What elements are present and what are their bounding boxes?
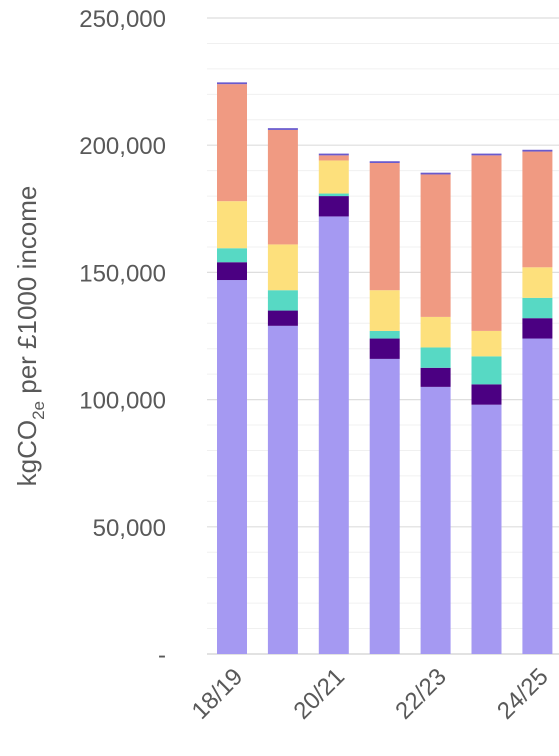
bar-segment [522,338,553,654]
bar-segment [522,149,553,152]
x-tick-label: 20/21 [288,663,350,725]
x-axis-ticks: 18/19 20/21 22/23 24/25 [187,663,554,725]
bar-segment [471,155,502,331]
bar-segment [420,386,451,654]
bar-segment [267,129,298,245]
bar-segment [318,216,349,654]
x-tick-label: 24/25 [492,663,554,725]
bar-segment [318,160,349,194]
bar-segment [369,161,400,164]
bar-segment [217,82,247,85]
bar-segment [217,262,247,281]
bar-segment [471,384,502,405]
bar-segment [217,84,247,202]
y-tick-label: 250,000 [79,6,166,33]
bars [217,82,553,654]
y-axis-ticks: - 50,000 100,000 150,000 200,000 250,000 [79,6,166,669]
bar-segment [420,367,451,387]
bar-segment [420,172,451,175]
bar-segment [267,290,298,311]
bar-segment [420,316,451,348]
bar-segment [420,347,451,368]
bar-segment [369,163,400,291]
y-tick-label: 50,000 [93,515,166,542]
y-axis-label: kgCO2e per £1000 income [12,186,48,487]
bar-segment [420,174,451,317]
bar-segment [522,297,553,319]
bar-segment [471,330,502,357]
bar-segment [522,267,553,298]
y-tick-label: 100,000 [79,388,166,415]
bar-segment [471,404,502,654]
bar-segment [318,193,349,197]
bar-segment [318,155,349,161]
bar-segment [369,330,400,339]
y-tick-label: - [158,642,166,669]
bar-segment [217,248,247,263]
bar-segment [522,151,553,268]
bar-segment [318,196,349,217]
x-tick-label: 18/19 [187,663,249,725]
bar-segment [267,310,298,326]
bar-segment [267,244,298,291]
y-tick-label: 150,000 [79,260,166,287]
bar-segment [369,290,400,331]
bar-segment [267,128,298,130]
bar-segment [318,153,349,156]
bar-segment [471,153,502,156]
bar-segment [267,325,298,654]
bar-segment [522,318,553,339]
bar-segment [217,280,247,654]
x-tick-label: 22/23 [390,663,452,725]
bar-segment [471,356,502,385]
bar-segment [217,201,247,249]
bar-segment [369,358,400,654]
bar-segment [369,338,400,359]
y-tick-label: 200,000 [79,133,166,160]
